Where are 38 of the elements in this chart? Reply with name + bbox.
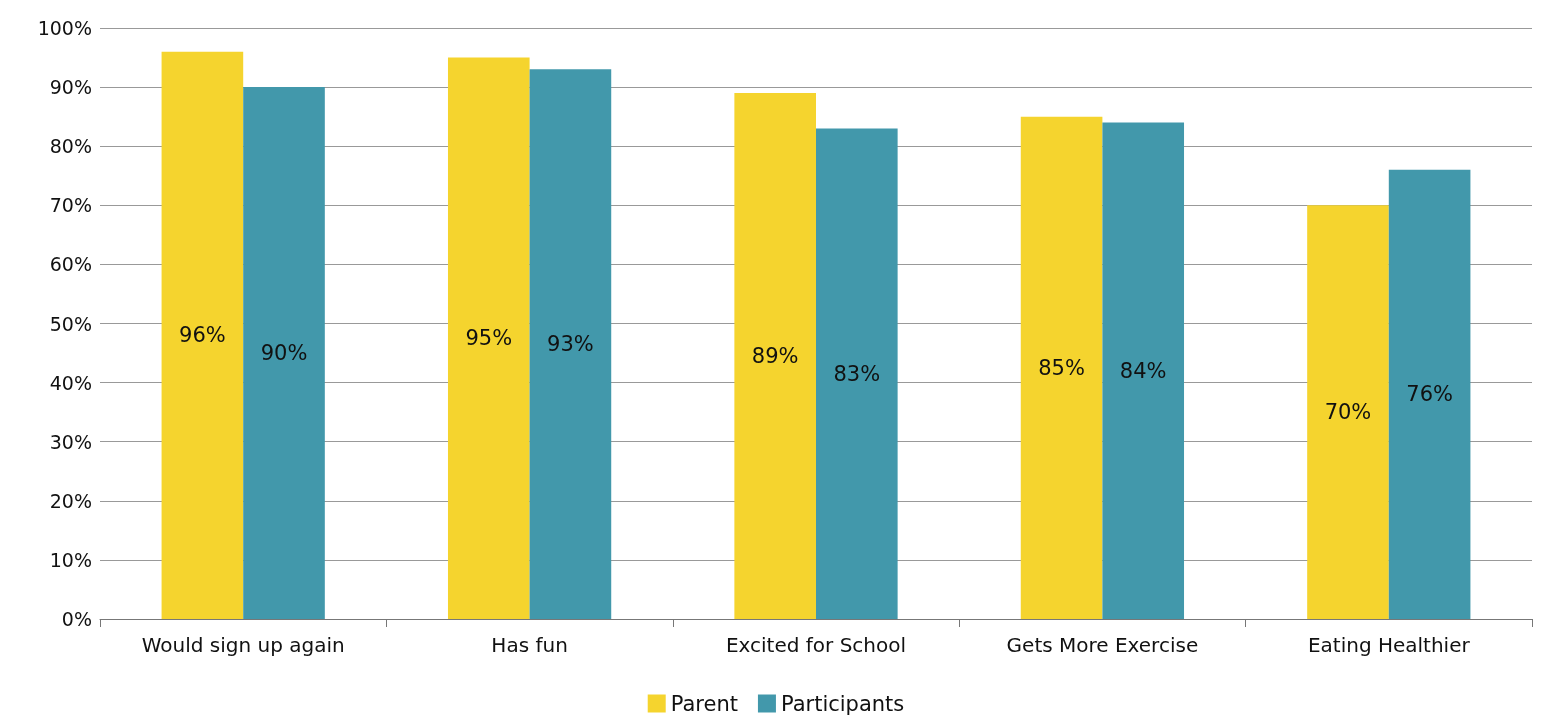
- y-tick-label: 60%: [49, 253, 92, 276]
- y-tick-label: 80%: [49, 135, 92, 158]
- y-tick-label: 50%: [49, 312, 92, 335]
- data-label: 85%: [1038, 355, 1085, 380]
- bar: [1307, 205, 1389, 619]
- bar: [1102, 122, 1185, 619]
- y-tick-label: 20%: [49, 489, 92, 512]
- data-label: 84%: [1119, 358, 1167, 383]
- data-label: 90%: [260, 341, 308, 366]
- y-tick-label: 100%: [37, 17, 92, 39]
- y-tick-label: 0%: [61, 608, 92, 630]
- data-label: 70%: [1324, 400, 1372, 425]
- data-label: 83%: [833, 361, 881, 386]
- bar: [734, 93, 816, 619]
- y-tick-label: 90%: [49, 76, 92, 99]
- data-label: 76%: [1406, 382, 1453, 407]
- data-label: 93%: [547, 332, 594, 357]
- bar: [243, 87, 325, 619]
- y-tick-label: 70%: [49, 194, 92, 217]
- bar: [161, 51, 244, 619]
- legend-label: Parent: [670, 691, 738, 716]
- bar: [816, 128, 898, 619]
- x-tick-label: Eating Healthier: [1307, 633, 1471, 657]
- x-tick-label: Excited for School: [725, 633, 907, 657]
- data-label: 95%: [465, 326, 513, 351]
- y-tick-label: 30%: [49, 430, 92, 453]
- y-tick-label: 40%: [49, 371, 92, 394]
- x-tick-label: Has fun: [491, 633, 568, 657]
- data-label: 89%: [751, 344, 799, 369]
- bar: [1020, 116, 1103, 619]
- bar: [529, 69, 612, 619]
- bar: [447, 57, 530, 619]
- legend-label: Participants: [780, 691, 905, 716]
- x-tick-label: Would sign up again: [141, 633, 345, 657]
- bar: [1388, 169, 1471, 619]
- y-tick-label: 10%: [49, 548, 92, 571]
- x-tick-label: Gets More Exercise: [1006, 633, 1199, 657]
- data-label: 96%: [179, 323, 226, 348]
